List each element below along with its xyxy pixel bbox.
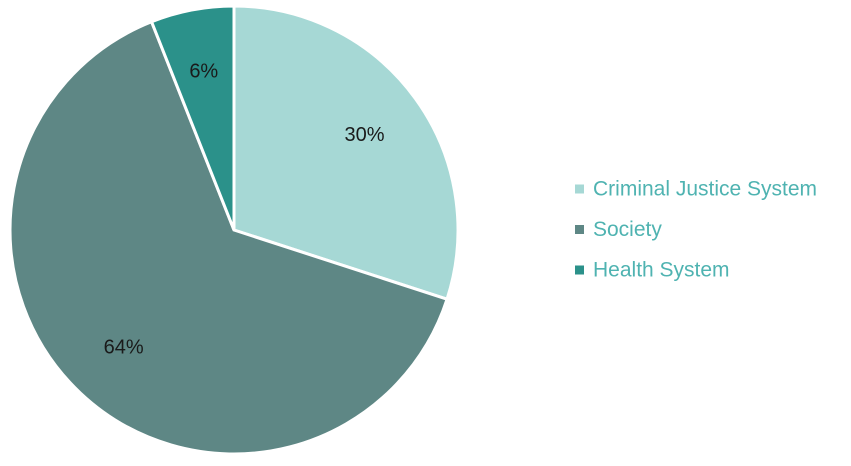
legend-label-health-system: Health System (593, 259, 730, 282)
data-label-criminal-justice-system: 30% (344, 124, 384, 146)
legend-swatch-health-system (575, 265, 584, 275)
pie-slice-society (8, 19, 449, 456)
pie-slices (8, 4, 460, 456)
legend-label-criminal-justice-system: Criminal Justice System (593, 178, 817, 201)
data-label-health-system: 6% (189, 61, 218, 83)
pie-data-labels: 30% 64% 6% (104, 61, 385, 359)
pie-slice-criminal-justice-system (232, 4, 460, 302)
legend: Criminal Justice System Society Health Sys… (575, 178, 817, 282)
pie-slice-health-system (149, 4, 236, 231)
legend-swatch-society (575, 225, 584, 234)
legend-label-society: Society (593, 218, 662, 241)
legend-swatch-criminal-justice-system (575, 184, 584, 194)
data-label-society: 64% (104, 337, 144, 359)
